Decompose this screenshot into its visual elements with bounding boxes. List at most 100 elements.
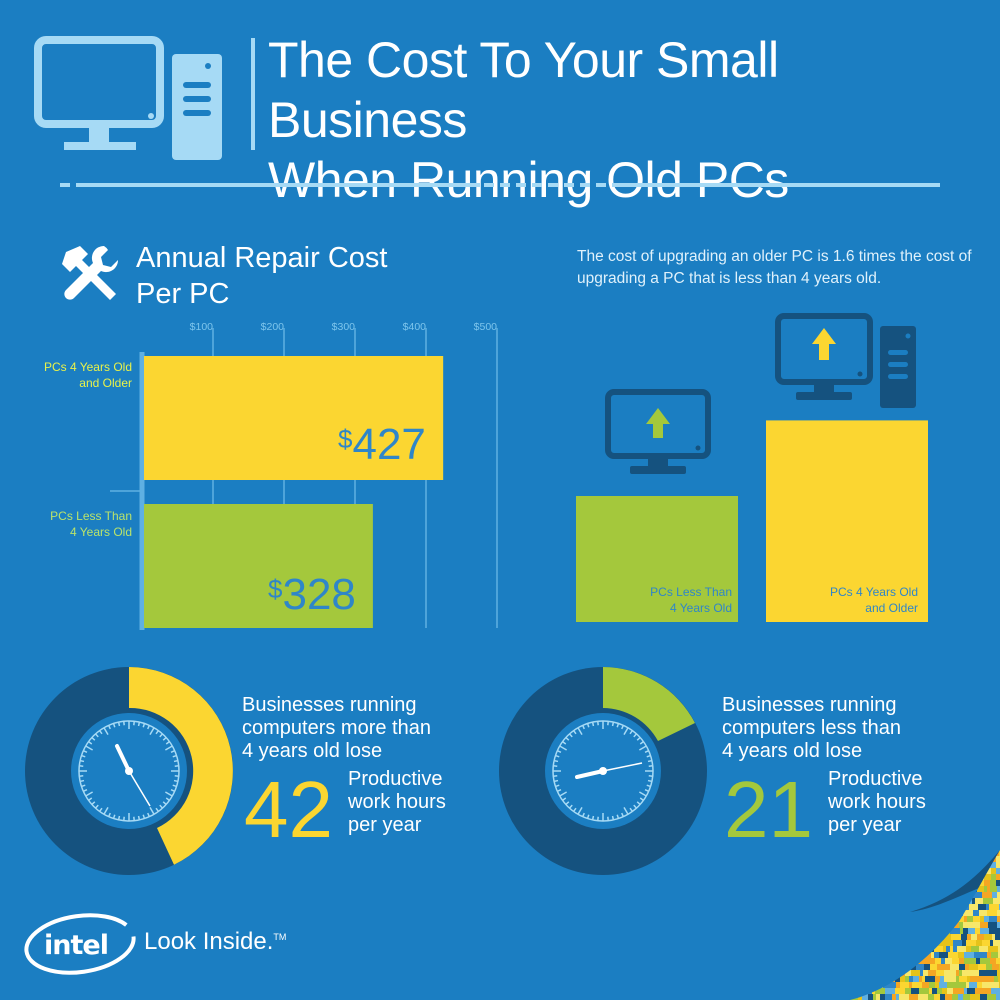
mosaic-tile [876, 994, 880, 1000]
mosaic-tile [977, 934, 984, 940]
mosaic-tile [990, 940, 993, 946]
mosaic-tile [932, 988, 937, 994]
mosaic-tile [980, 922, 988, 928]
mosaic-tile [965, 964, 969, 970]
mosaic-tile [964, 952, 974, 958]
clock-tick [81, 784, 86, 788]
mosaic-tile [868, 970, 877, 976]
mosaic-tile [906, 910, 914, 916]
mosaic-tile [911, 928, 919, 934]
clock-tick [573, 807, 577, 812]
mosaic-tile [930, 916, 934, 922]
axis-tick-label: $400 [403, 321, 427, 333]
mosaic-tile [871, 868, 878, 874]
mosaic-tile [862, 964, 870, 970]
mosaic-tile [902, 916, 910, 922]
mosaic-tile [959, 976, 967, 982]
mosaic-tile [897, 898, 901, 904]
mosaic-tile [887, 898, 890, 904]
mosaic-tile [859, 904, 866, 910]
mosaic-tile [884, 856, 892, 862]
mosaic-tile [933, 934, 936, 940]
mosaic-tile [892, 868, 902, 874]
mosaic-tile [874, 898, 880, 904]
mosaic-tile [855, 850, 858, 856]
mosaic-tile [926, 952, 931, 958]
mosaic-tile [893, 862, 902, 868]
mosaic-tile [922, 928, 932, 934]
mosaic-tile [907, 952, 916, 958]
mosaic-tile [850, 940, 855, 946]
mosaic-tile [899, 850, 903, 856]
mosaic-tile [926, 940, 931, 946]
mosaic-tile [878, 958, 887, 964]
mosaic-tile [944, 970, 953, 976]
mosaic-tile [879, 856, 884, 862]
mosaic-tile [950, 850, 957, 856]
mosaic-tile [840, 994, 849, 1000]
mosaic-tile [883, 910, 888, 916]
mosaic-tile [946, 880, 956, 886]
mosaic-tile [881, 892, 888, 898]
mosaic-tile [922, 982, 929, 988]
mosaic-tile [880, 976, 883, 982]
mosaic-tile [937, 892, 945, 898]
mosaic-tile [855, 964, 862, 970]
mosaic-tile [880, 904, 888, 910]
mosaic-tile [988, 862, 996, 868]
mosaic-tile [916, 856, 924, 862]
bar-label-new: PCs Less Than 4 Years Old [22, 508, 132, 540]
mosaic-tile [970, 976, 980, 982]
mosaic-tile [882, 940, 891, 946]
mosaic-tile [904, 952, 907, 958]
mosaic-tile [869, 886, 876, 892]
mosaic-tile [996, 958, 1000, 964]
mosaic-tile [900, 910, 906, 916]
mosaic-tile [850, 964, 851, 970]
clock-tick [142, 814, 146, 819]
mosaic-tile [851, 946, 855, 952]
currency-symbol: $ [268, 574, 283, 604]
intel-logo: intel [24, 913, 136, 975]
mosaic-tile [945, 958, 952, 964]
mosaic-tile [980, 928, 989, 934]
mosaic-tile [939, 868, 945, 874]
mosaic-tile [980, 976, 987, 982]
mosaic-tile [961, 850, 966, 856]
mosaic-tile [950, 928, 960, 934]
mosaic-tile [878, 880, 883, 886]
stat-new-line2: computers less than [722, 717, 901, 739]
mosaic-tile [909, 874, 915, 880]
column-label-new: PCs Less Than 4 Years Old [590, 584, 732, 616]
mosaic-tile [947, 862, 952, 868]
mosaic-tile [861, 892, 866, 898]
mosaic-tile [934, 916, 937, 922]
page-title: The Cost To Your Small Business When Run… [268, 30, 988, 210]
mosaic-tile [897, 940, 903, 946]
mosaic-tile [937, 916, 943, 922]
mosaic-tile [852, 862, 856, 868]
mosaic-tile [916, 934, 926, 940]
mosaic-tile [850, 898, 855, 904]
clock-donut-new [499, 667, 707, 875]
mosaic-tile [886, 862, 889, 868]
mosaic-tile [856, 934, 859, 940]
mosaic-tile [942, 988, 947, 994]
mosaic-tile [991, 868, 996, 874]
mosaic-tile [993, 940, 1000, 946]
mosaic-tile [943, 910, 951, 916]
mosaic-tile [877, 970, 886, 976]
mosaic-tile [982, 982, 991, 988]
mosaic-tile [908, 904, 918, 910]
mosaic-tile [879, 940, 882, 946]
mosaic-tile [900, 982, 909, 988]
mosaic-tile [891, 940, 897, 946]
clock-tick [173, 779, 179, 783]
mosaic-tile [877, 910, 880, 916]
mosaic-tile [969, 964, 978, 970]
mosaic-tile [888, 910, 891, 916]
mosaic-tile [905, 898, 913, 904]
mosaic-tile [840, 904, 848, 910]
clock-tick [159, 804, 164, 809]
mosaic-tile [922, 916, 930, 922]
